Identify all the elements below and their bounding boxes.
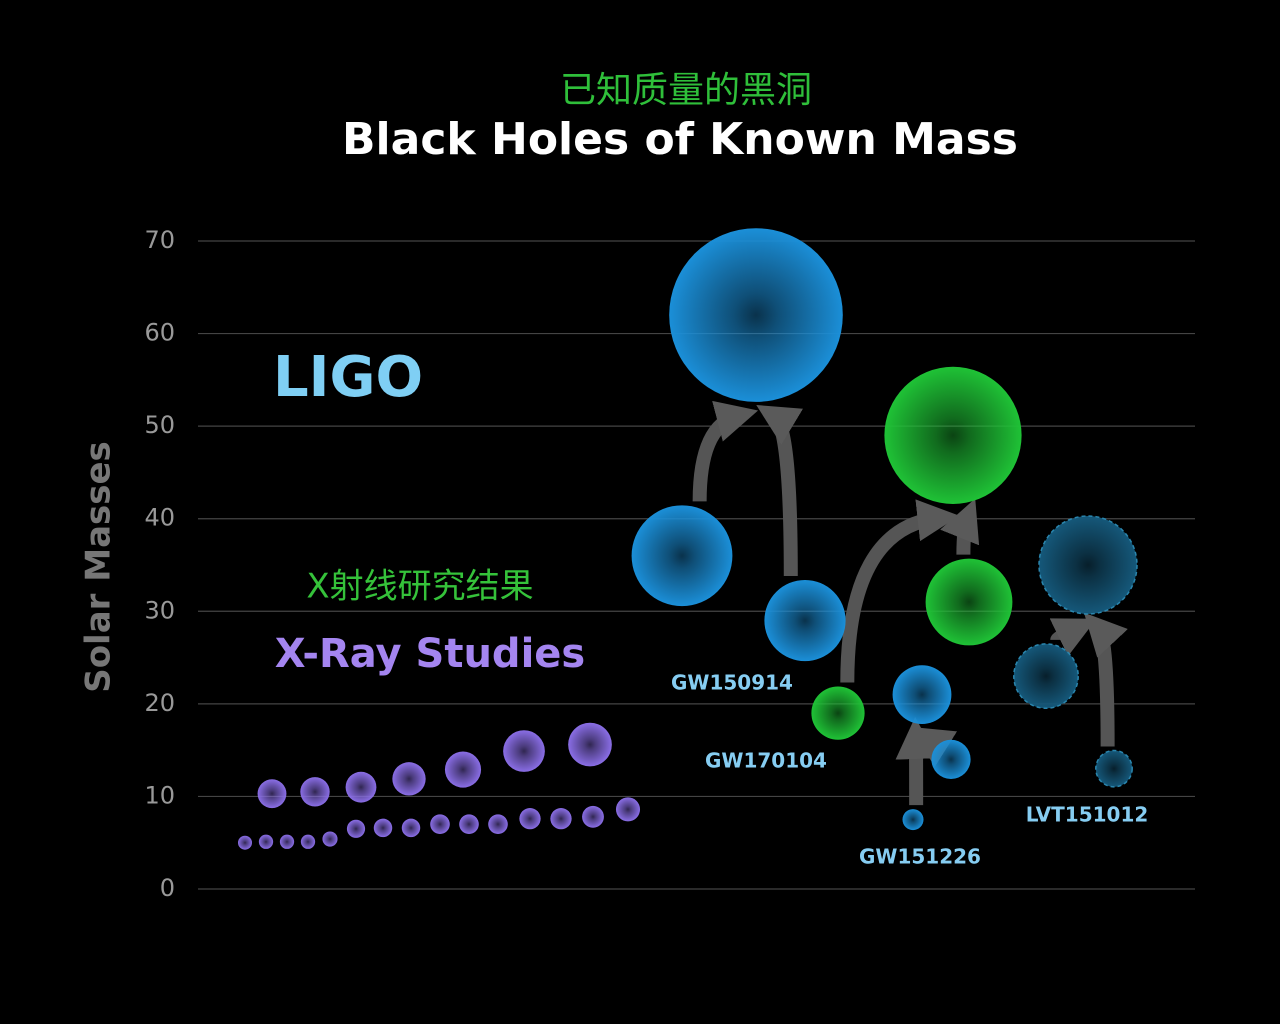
event-label: GW170104 [705, 749, 827, 773]
merge-arrow [692, 400, 759, 502]
merge-arrow [940, 498, 980, 555]
bubble [1095, 749, 1133, 788]
y-tick-label: 70 [144, 226, 175, 254]
bubble [1013, 643, 1079, 710]
bubble [931, 739, 971, 780]
merge-arrow [1049, 618, 1097, 657]
bubble [238, 835, 252, 850]
bubble [811, 686, 865, 740]
bubble [300, 777, 330, 807]
event-label: GW150914 [671, 671, 793, 695]
bubble [884, 366, 1022, 504]
y-tick-label: 50 [144, 411, 175, 439]
event-label: LVT151012 [1026, 803, 1149, 827]
bubble [373, 818, 393, 838]
y-tick-label: 60 [144, 319, 175, 347]
bubble [488, 814, 508, 834]
bubble [568, 722, 612, 767]
y-axis-label: Solar Masses [79, 441, 119, 693]
bubble [257, 779, 287, 809]
bubble [322, 831, 338, 847]
y-tick-label: 30 [144, 596, 175, 624]
y-tick-label: 40 [144, 504, 175, 532]
bubble [346, 819, 366, 838]
bubble [279, 834, 295, 849]
y-tick-label: 10 [144, 781, 175, 809]
bubble [430, 814, 450, 834]
bubble [444, 751, 482, 788]
chart-title: Black Holes of Known Mass [342, 114, 1018, 165]
bubble [902, 809, 924, 831]
y-tick-label: 20 [144, 689, 175, 717]
ligo-label: LIGO [273, 345, 423, 410]
bubble [1038, 515, 1138, 615]
xray-label: X-Ray Studies [275, 631, 585, 677]
bubble [615, 797, 641, 822]
bubble [503, 730, 545, 772]
bubble [401, 818, 421, 838]
merge-arrow [910, 726, 958, 767]
bubble [300, 834, 316, 849]
bubble [892, 665, 952, 724]
bubble [392, 762, 426, 796]
bubble [258, 834, 274, 849]
xray-label-zh: X射线研究结果 [306, 567, 533, 607]
merge-arrow [756, 404, 804, 576]
merge-arrow [1083, 612, 1128, 747]
bubble [459, 814, 479, 834]
bubble [550, 808, 572, 830]
bubble [345, 771, 377, 803]
chart-subtitle: 已知质量的黑洞 [560, 70, 812, 111]
event-label: GW151226 [859, 845, 981, 869]
y-tick-label: 0 [160, 874, 175, 902]
bubble [925, 558, 1013, 646]
bubble [764, 579, 846, 662]
bubble [669, 228, 843, 402]
merge-arrow [840, 499, 960, 683]
bubble [582, 805, 604, 828]
bubble [519, 808, 541, 830]
bubble [631, 505, 733, 607]
